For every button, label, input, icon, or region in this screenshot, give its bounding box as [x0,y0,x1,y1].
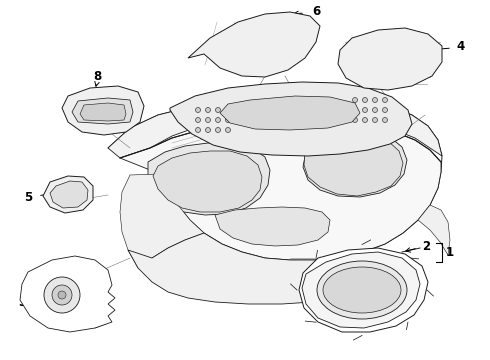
Text: 8: 8 [93,69,101,82]
Circle shape [352,108,358,113]
Polygon shape [418,205,450,255]
Polygon shape [303,130,407,197]
Polygon shape [62,86,144,135]
Polygon shape [188,12,320,77]
Text: 7: 7 [320,105,328,118]
Text: 5: 5 [24,190,32,203]
Circle shape [352,117,358,122]
Circle shape [216,117,220,122]
Circle shape [205,108,211,113]
Circle shape [372,108,377,113]
Circle shape [216,108,220,113]
Circle shape [372,98,377,103]
Polygon shape [170,82,412,156]
Polygon shape [153,151,262,212]
Ellipse shape [323,267,401,313]
Polygon shape [20,256,115,332]
Circle shape [58,291,66,299]
Polygon shape [108,98,442,158]
Circle shape [52,285,72,305]
Circle shape [225,117,230,122]
Circle shape [363,117,368,122]
Circle shape [216,127,220,132]
Polygon shape [302,252,420,328]
Circle shape [225,127,230,132]
Circle shape [196,117,200,122]
Circle shape [372,117,377,122]
Polygon shape [220,96,360,130]
Circle shape [225,108,230,113]
Polygon shape [215,207,330,246]
Circle shape [196,108,200,113]
Text: 3: 3 [18,297,26,310]
Polygon shape [80,103,126,121]
Circle shape [205,127,211,132]
Circle shape [383,108,388,113]
Polygon shape [120,120,441,260]
Text: 4: 4 [456,40,464,53]
Polygon shape [43,176,93,213]
Text: 6: 6 [312,5,320,18]
Text: 1: 1 [446,246,454,258]
Circle shape [196,127,200,132]
Polygon shape [72,98,133,124]
Circle shape [383,98,388,103]
Polygon shape [338,28,442,90]
Circle shape [205,117,211,122]
Text: 2: 2 [422,239,430,252]
Polygon shape [148,143,270,215]
Circle shape [383,117,388,122]
Ellipse shape [317,261,407,319]
Circle shape [363,108,368,113]
Circle shape [352,98,358,103]
Circle shape [44,277,80,313]
Polygon shape [120,174,204,268]
Polygon shape [304,134,403,196]
Polygon shape [50,181,88,208]
Polygon shape [299,248,428,332]
Polygon shape [108,98,442,260]
Polygon shape [128,233,375,304]
Circle shape [363,98,368,103]
